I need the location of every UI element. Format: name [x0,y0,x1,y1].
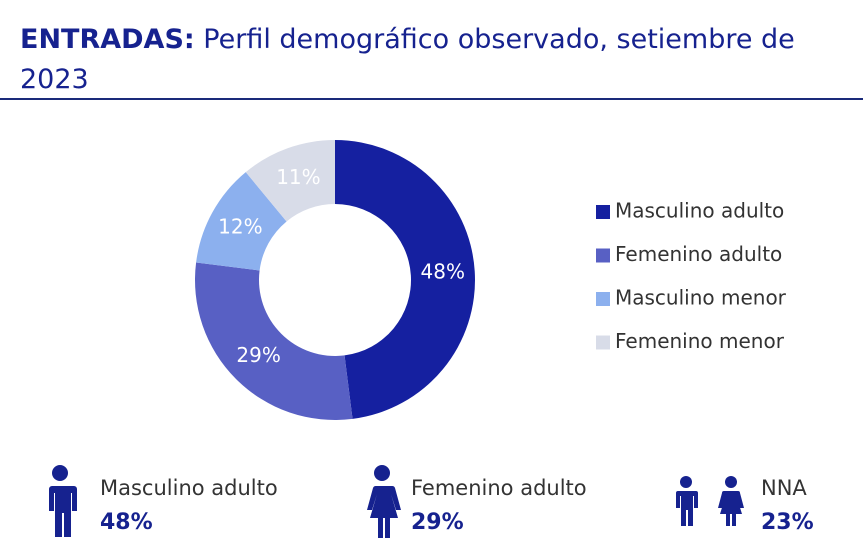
slice-label: 12% [218,214,262,238]
summary-value: 29% [411,510,464,535]
slice [195,262,353,420]
slice [245,140,335,222]
header: ENTRADAS: Perfil demográfico observado, … [0,0,863,100]
summary-label: Masculino adulto [100,476,278,500]
title-text: Perfil demográfico observado, setiembre … [20,24,795,95]
icon-female [367,465,401,538]
icon-child-male [676,476,698,526]
summary-label: Femenino adulto [411,476,587,500]
legend-swatch [596,248,610,263]
legend-label: Femenino menor [615,329,785,353]
icon-male [46,465,77,537]
summary-value: 48% [100,510,153,535]
chart-title: ENTRADAS: Perfil demográfico observado, … [20,20,810,100]
legend-swatch [596,292,610,306]
icon-child-female [718,476,744,526]
slice [196,172,287,271]
legend-swatch [596,205,610,219]
slice [335,140,476,419]
legend-label: Femenino adulto [615,242,782,266]
slice-label: 29% [236,343,280,367]
legend-swatch [596,335,610,350]
summary-label: NNA [761,476,807,500]
legend-label: Masculino menor [615,286,787,310]
summary-value: 23% [761,510,814,535]
slice-label: 11% [276,165,320,189]
legend-label: Masculino adulto [615,199,784,223]
slice-label: 48% [421,260,465,284]
title-prefix: ENTRADAS: [20,24,195,55]
